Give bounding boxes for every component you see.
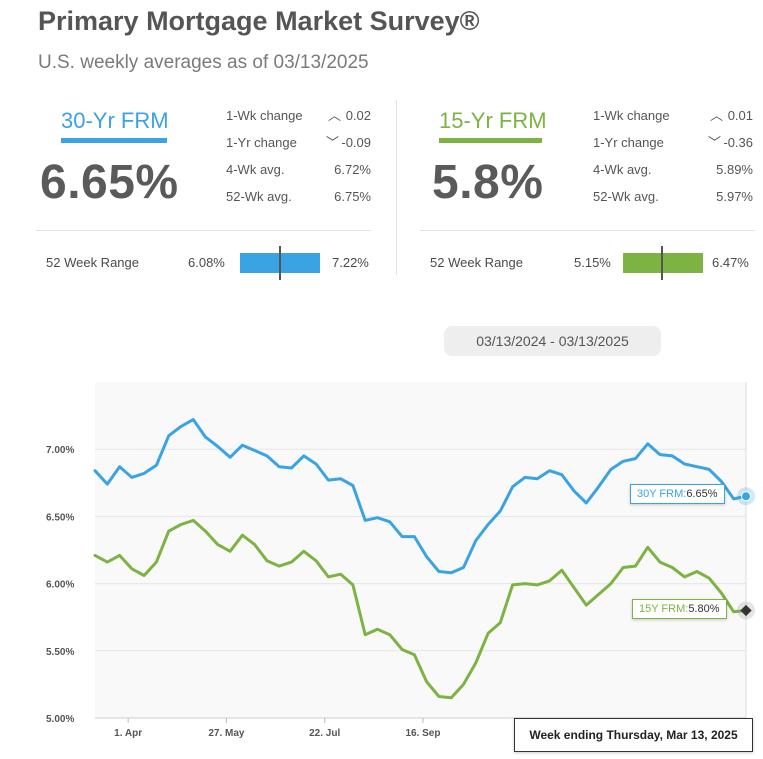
frm15-wk-change-value: 0.01 <box>727 108 753 123</box>
x-tick-label: 1. Apr <box>114 728 142 739</box>
chevron-up-icon: ︿ <box>709 108 723 123</box>
frm15-avg4-value: 5.89% <box>716 162 753 177</box>
frm15-avg52-row: 52-Wk avg. 5.97% <box>593 187 753 214</box>
frm30-avg52-value: 6.75% <box>334 189 371 204</box>
frm15-range-marker <box>661 246 664 280</box>
frm15-rate: 5.8% <box>432 156 544 209</box>
chevron-down-icon: ﹀ <box>325 135 339 150</box>
frm30-underline <box>61 138 167 143</box>
frm15-range-low: 5.15% <box>574 255 611 270</box>
y-tick-label: 5.00% <box>46 714 74 725</box>
page-subtitle: U.S. weekly averages as of 03/13/2025 <box>38 52 369 73</box>
frm30-tooltip-key: 30Y FRM: <box>637 488 687 500</box>
frm15-range-label: 52 Week Range <box>430 255 523 270</box>
frm15-underline <box>439 138 542 143</box>
week-ending-tooltip: Week ending Thursday, Mar 13, 2025 <box>514 718 753 752</box>
page-title: Primary Mortgage Market Survey® <box>38 6 480 36</box>
frm15-avg52-value: 5.97% <box>716 189 753 204</box>
frm30-tooltip: 30Y FRM:6.65% <box>630 484 725 504</box>
frm30-wk-change-label: 1-Wk change <box>226 108 303 123</box>
frm30-wk-change-row: 1-Wk change ︿ 0.02 <box>226 106 371 133</box>
frm30-panel: 30-Yr FRM 6.65% 1-Wk change ︿ 0.02 1-Yr … <box>36 100 371 280</box>
frm30-avg4-label: 4-Wk avg. <box>226 162 285 177</box>
frm30-range-high: 7.22% <box>332 255 369 270</box>
frm15-wk-change-row: 1-Wk change ︿ 0.01 <box>593 106 753 133</box>
frm30-tooltip-value: 6.65% <box>686 488 718 500</box>
frm30-yr-change-row: 1-Yr change ﹀ -0.09 <box>226 133 371 160</box>
frm15-yr-change-row: 1-Yr change ﹀ -0.36 <box>593 133 753 160</box>
frm30-yr-change-value: -0.09 <box>341 135 371 150</box>
frm15-range-high: 6.47% <box>712 255 749 270</box>
frm15-wk-change-label: 1-Wk change <box>593 108 670 123</box>
frm15-yr-change-label: 1-Yr change <box>593 135 664 150</box>
chevron-down-icon: ﹀ <box>707 135 721 150</box>
frm30-avg4-row: 4-Wk avg. 6.72% <box>226 160 371 187</box>
y-tick-label: 5.50% <box>46 647 74 658</box>
panel-divider <box>396 100 397 275</box>
frm15-yr-change-value: -0.36 <box>723 135 753 150</box>
x-tick-label: 27. May <box>208 728 245 739</box>
divider <box>420 230 755 231</box>
frm15-label: 15-Yr FRM <box>439 108 547 133</box>
frm15-stats: 1-Wk change ︿ 0.01 1-Yr change ﹀ -0.36 4… <box>593 106 753 214</box>
frm15-avg4-row: 4-Wk avg. 5.89% <box>593 160 753 187</box>
divider <box>36 230 371 231</box>
y-tick-label: 6.00% <box>46 580 74 591</box>
date-range-selector[interactable]: 03/13/2024 - 03/13/2025 <box>444 326 661 356</box>
frm15-avg4-label: 4-Wk avg. <box>593 162 652 177</box>
frm30-label: 30-Yr FRM <box>61 108 169 133</box>
frm15-series-line <box>93 518 748 700</box>
y-tick-label: 7.00% <box>46 445 74 456</box>
frm15-avg52-label: 52-Wk avg. <box>593 189 659 204</box>
frm30-series-line <box>93 418 748 575</box>
frm30-yr-change-label: 1-Yr change <box>226 135 297 150</box>
frm30-rate: 6.65% <box>40 156 179 209</box>
frm30-wk-change-value: 0.02 <box>345 108 371 123</box>
frm15-panel: 15-Yr FRM 5.8% 1-Wk change ︿ 0.01 1-Yr c… <box>420 100 755 280</box>
plot-area <box>95 382 746 718</box>
y-tick-label: 6.50% <box>46 512 74 523</box>
frm30-stats: 1-Wk change ︿ 0.02 1-Yr change ﹀ -0.09 4… <box>226 106 371 214</box>
frm30-avg52-row: 52-Wk avg. 6.75% <box>226 187 371 214</box>
x-tick-label: 22. Jul <box>309 728 340 739</box>
x-tick-label: 16. Sep <box>405 728 440 739</box>
frm30-range-label: 52 Week Range <box>46 255 139 270</box>
frm30-avg52-label: 52-Wk avg. <box>226 189 292 204</box>
frm30-avg4-value: 6.72% <box>334 162 371 177</box>
frm30-range-low: 6.08% <box>188 255 225 270</box>
frm15-tooltip: 15Y FRM:5.80% <box>632 599 727 619</box>
frm15-tooltip-value: 5.80% <box>688 603 720 615</box>
frm30-hover-point <box>741 491 751 502</box>
frm15-tooltip-key: 15Y FRM: <box>639 603 689 615</box>
frm30-range-marker <box>279 246 281 280</box>
chevron-up-icon: ︿ <box>327 108 341 123</box>
rate-history-chart: 5.00% 5.50% 6.00% 6.50% 7.00% 1. Apr 27. May 22… <box>46 382 755 739</box>
